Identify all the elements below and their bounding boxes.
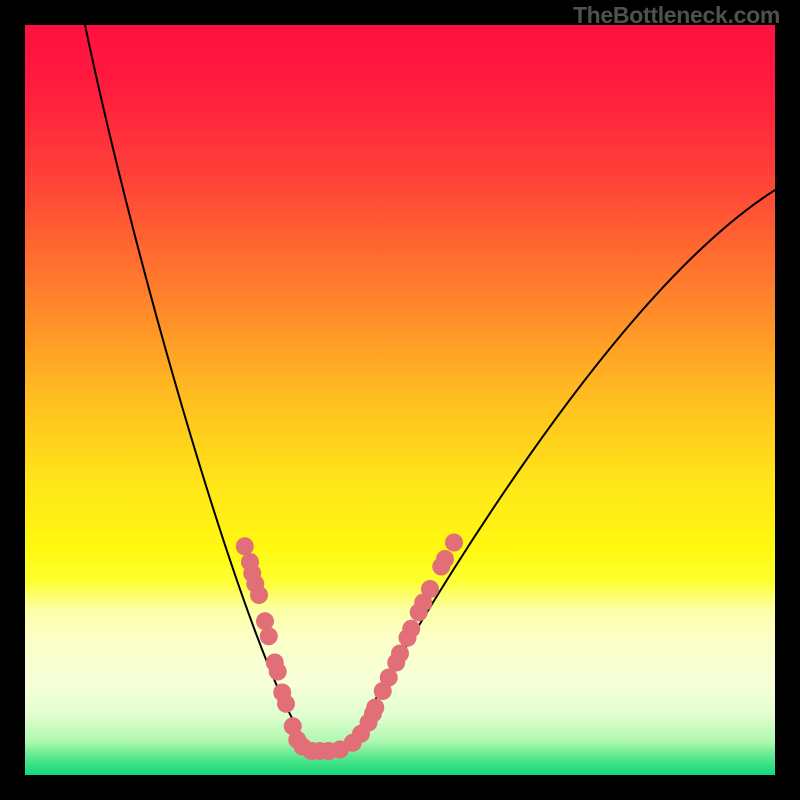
data-marker	[391, 645, 409, 663]
data-marker	[269, 663, 287, 681]
data-marker	[277, 695, 295, 713]
data-marker	[236, 537, 254, 555]
data-marker	[436, 550, 454, 568]
data-marker	[256, 612, 274, 630]
chart-frame: TheBottleneck.com	[0, 0, 800, 800]
watermark-text: TheBottleneck.com	[573, 2, 780, 29]
data-marker	[260, 627, 278, 645]
data-marker	[445, 534, 463, 552]
data-marker	[421, 580, 439, 598]
data-marker	[402, 620, 420, 638]
data-marker	[250, 586, 268, 604]
bottleneck-v-curve-plot	[0, 0, 800, 800]
data-marker	[366, 699, 384, 717]
